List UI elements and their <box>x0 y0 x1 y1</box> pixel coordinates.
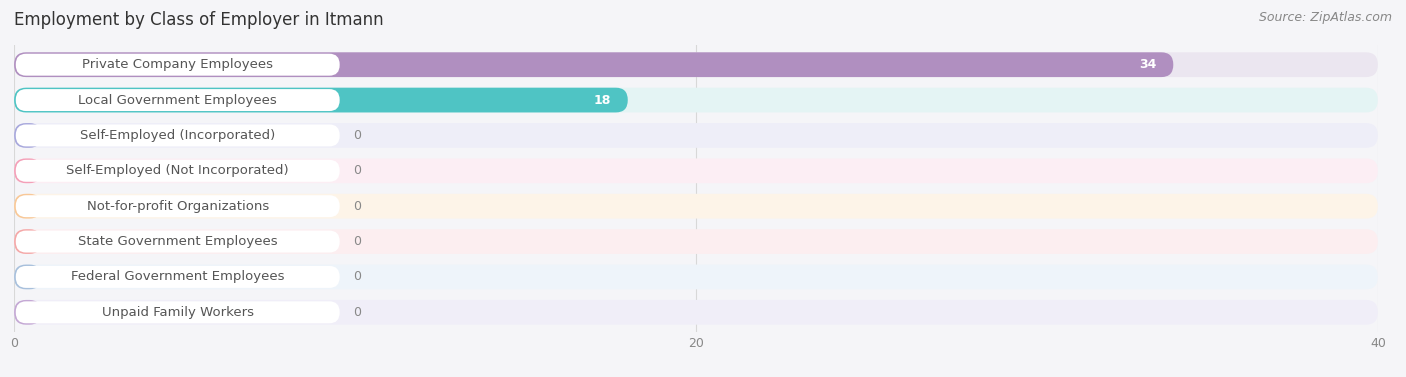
Text: Source: ZipAtlas.com: Source: ZipAtlas.com <box>1258 11 1392 24</box>
FancyBboxPatch shape <box>14 88 627 112</box>
Text: Self-Employed (Incorporated): Self-Employed (Incorporated) <box>80 129 276 142</box>
FancyBboxPatch shape <box>14 300 1378 325</box>
Text: Local Government Employees: Local Government Employees <box>79 93 277 107</box>
Text: Unpaid Family Workers: Unpaid Family Workers <box>101 306 253 319</box>
FancyBboxPatch shape <box>15 160 340 182</box>
FancyBboxPatch shape <box>14 265 1378 289</box>
FancyBboxPatch shape <box>14 300 41 325</box>
Text: 34: 34 <box>1139 58 1156 71</box>
Text: 0: 0 <box>353 306 361 319</box>
FancyBboxPatch shape <box>14 123 41 148</box>
FancyBboxPatch shape <box>14 229 41 254</box>
Text: Employment by Class of Employer in Itmann: Employment by Class of Employer in Itman… <box>14 11 384 29</box>
FancyBboxPatch shape <box>14 194 41 219</box>
Text: Private Company Employees: Private Company Employees <box>82 58 273 71</box>
FancyBboxPatch shape <box>14 158 1378 183</box>
FancyBboxPatch shape <box>14 52 1378 77</box>
FancyBboxPatch shape <box>14 123 1378 148</box>
Text: Not-for-profit Organizations: Not-for-profit Organizations <box>87 200 269 213</box>
FancyBboxPatch shape <box>14 158 41 183</box>
Text: 0: 0 <box>353 200 361 213</box>
FancyBboxPatch shape <box>14 265 41 289</box>
FancyBboxPatch shape <box>14 229 1378 254</box>
FancyBboxPatch shape <box>15 124 340 146</box>
Text: 18: 18 <box>593 93 610 107</box>
Text: 0: 0 <box>353 270 361 284</box>
FancyBboxPatch shape <box>14 88 1378 112</box>
Text: 0: 0 <box>353 235 361 248</box>
FancyBboxPatch shape <box>15 54 340 76</box>
FancyBboxPatch shape <box>15 231 340 253</box>
Text: State Government Employees: State Government Employees <box>77 235 277 248</box>
FancyBboxPatch shape <box>15 195 340 217</box>
FancyBboxPatch shape <box>14 52 1173 77</box>
Text: 0: 0 <box>353 164 361 177</box>
Text: Self-Employed (Not Incorporated): Self-Employed (Not Incorporated) <box>66 164 290 177</box>
Text: 0: 0 <box>353 129 361 142</box>
FancyBboxPatch shape <box>15 266 340 288</box>
FancyBboxPatch shape <box>14 194 1378 219</box>
FancyBboxPatch shape <box>15 89 340 111</box>
Text: Federal Government Employees: Federal Government Employees <box>70 270 284 284</box>
FancyBboxPatch shape <box>15 301 340 323</box>
